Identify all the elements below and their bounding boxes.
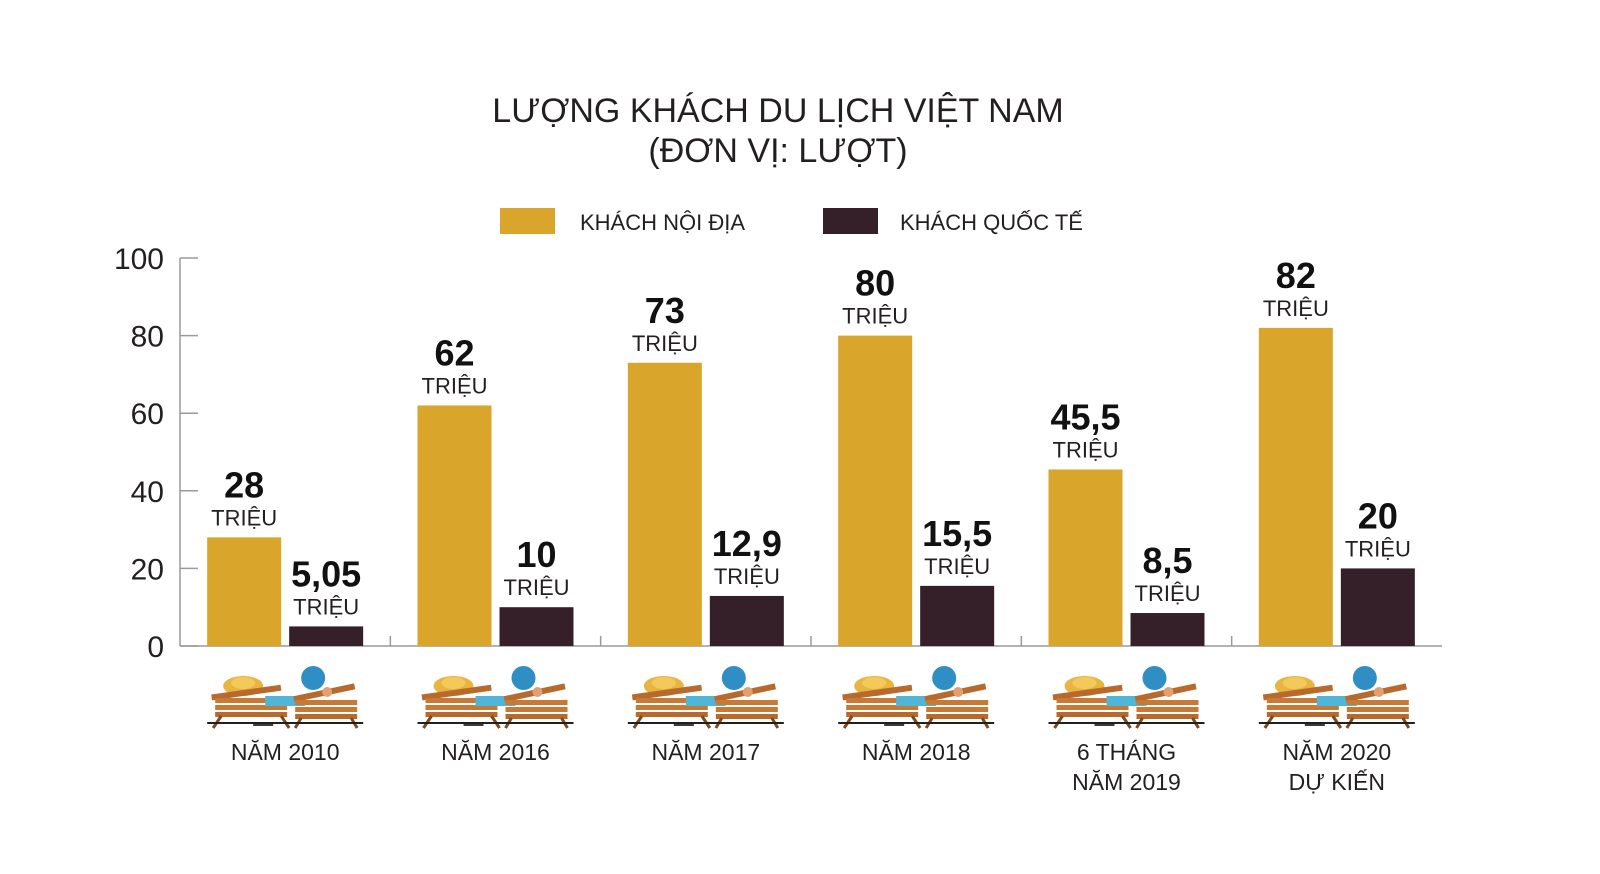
value-unit-label: TRIỆU — [293, 594, 359, 619]
y-tick-label: 80 — [131, 321, 164, 354]
bars — [207, 327, 1415, 646]
value-unit-label: TRIỆU — [1263, 296, 1329, 321]
legend-swatch-international — [823, 208, 878, 234]
value-label: 82 — [1276, 255, 1316, 296]
value-label: 28 — [224, 464, 264, 505]
beach-loungers-icon — [420, 664, 569, 730]
value-label: 10 — [516, 534, 556, 575]
value-labels: TRIỆU28TRIỆU5,05TRIỆU62TRIỆU10TRIỆU73TRI… — [211, 255, 1411, 620]
y-tick-label: 100 — [114, 243, 164, 276]
legend-label-domestic: KHÁCH NỘI ĐỊA — [580, 210, 745, 235]
value-label: 73 — [645, 290, 685, 331]
category-label: NĂM 2019 — [1072, 769, 1181, 795]
value-unit-label: TRIỆU — [1135, 581, 1201, 606]
value-unit-label: TRIỆU — [504, 575, 570, 600]
value-unit-label: TRIỆU — [1345, 536, 1411, 561]
value-label: 12,9 — [712, 523, 782, 564]
legend-label-international: KHÁCH QUỐC TẾ — [900, 209, 1083, 235]
value-label: 5,05 — [291, 553, 361, 594]
category-label: DỰ KIẾN — [1289, 768, 1385, 795]
bar-domestic — [1048, 469, 1123, 646]
bar-domestic — [207, 537, 282, 646]
value-unit-label: TRIỆU — [632, 331, 698, 356]
value-unit-label: TRIỆU — [211, 505, 277, 530]
bar-international — [1130, 613, 1205, 646]
bar-international — [920, 585, 995, 646]
category-label: 6 THÁNG — [1077, 739, 1176, 765]
bar-domestic — [1258, 327, 1333, 646]
bar-international — [709, 595, 784, 646]
y-tick-label: 40 — [131, 476, 164, 509]
value-label: 8,5 — [1142, 540, 1192, 581]
category-label: NĂM 2017 — [651, 739, 760, 765]
y-tick-label: 0 — [147, 631, 164, 664]
value-unit-label: TRIỆU — [714, 564, 780, 589]
value-label: 15,5 — [922, 513, 992, 554]
bar-international — [289, 626, 364, 646]
category-label: NĂM 2010 — [231, 739, 340, 765]
beach-loungers-icon — [1261, 664, 1411, 730]
bar-domestic — [627, 362, 702, 646]
bar-international — [499, 607, 574, 646]
value-unit-label: TRIỆU — [1053, 437, 1119, 462]
y-tick-label: 60 — [131, 398, 164, 431]
y-tick-label: 20 — [131, 553, 164, 586]
category-label: NĂM 2020 — [1282, 739, 1391, 765]
bar-international — [1340, 568, 1415, 646]
value-unit-label: TRIỆU — [924, 554, 990, 579]
category-label: NĂM 2018 — [862, 739, 971, 765]
value-label: 45,5 — [1050, 396, 1120, 437]
legend-swatch-domestic — [500, 208, 555, 234]
value-label: 20 — [1358, 495, 1398, 536]
beach-loungers-icon — [1051, 664, 1200, 730]
beach-loungers-icon — [630, 664, 780, 730]
axes: 0 20 40 60 80 100 — [114, 243, 1442, 664]
bar-domestic — [417, 405, 492, 646]
beach-loungers-icon — [209, 664, 359, 730]
value-unit-label: TRIỆU — [842, 304, 908, 329]
value-unit-label: TRIỆU — [422, 373, 488, 398]
chart-title-line2: (ĐƠN VỊ: LƯỢT) — [648, 132, 907, 170]
value-label: 62 — [434, 332, 474, 373]
category-label: NĂM 2016 — [441, 739, 550, 765]
bar-domestic — [838, 335, 913, 646]
chart-title-line1: LƯỢNG KHÁCH DU LỊCH VIỆT NAM — [492, 92, 1063, 130]
beach-loungers-icon — [840, 664, 990, 730]
category-labels: NĂM 2010 NĂM 2016 NĂM 2017 NĂM 2018 6 THÁNG N… — [207, 664, 1415, 795]
value-label: 80 — [855, 263, 895, 304]
legend: KHÁCH NỘI ĐỊA KHÁCH QUỐC TẾ — [500, 208, 1083, 235]
